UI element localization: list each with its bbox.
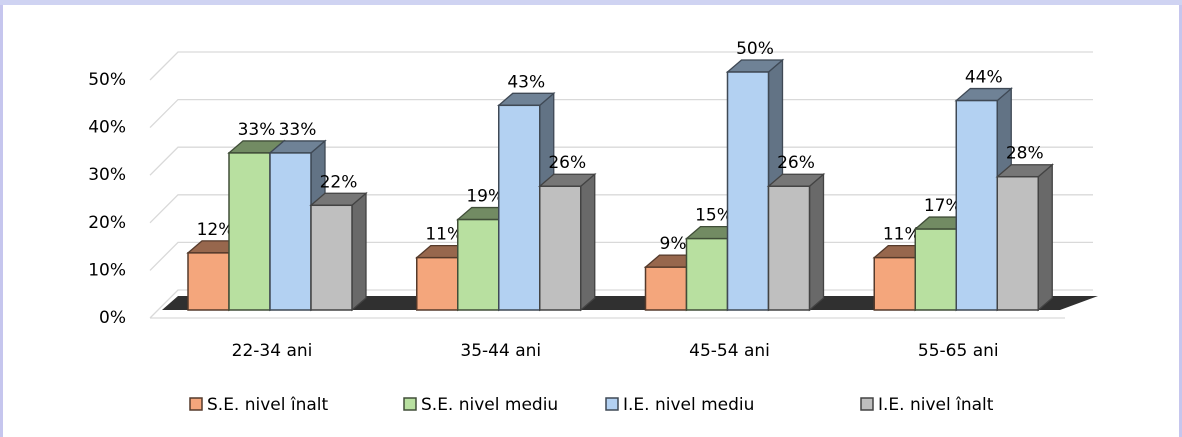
- value-label: 26%: [777, 153, 815, 173]
- bar-front: [539, 185, 582, 311]
- legend-swatch: [189, 397, 203, 411]
- legend-label: I.E. nivel înalt: [878, 395, 994, 415]
- legend-swatch: [403, 397, 417, 411]
- value-label: 11%: [883, 225, 921, 245]
- bar-front: [498, 104, 541, 311]
- x-tick-label: 45-54 ani: [689, 341, 770, 361]
- bar: [766, 172, 826, 312]
- value-label: 12%: [197, 220, 235, 240]
- bar: [309, 191, 368, 312]
- y-tick-label: 40%: [88, 118, 126, 138]
- y-tick-label: 20%: [88, 213, 126, 233]
- grid-line: [149, 98, 1093, 129]
- bar: [537, 172, 597, 312]
- bar: [995, 163, 1055, 312]
- y-tick-label: 0%: [99, 308, 126, 328]
- x-tick-label: 55-65 ani: [918, 341, 999, 361]
- bar-front: [457, 218, 500, 311]
- bar-side: [580, 172, 596, 312]
- bar-front: [955, 99, 998, 311]
- legend-label: S.E. nivel înalt: [207, 395, 329, 415]
- bar-front: [269, 152, 312, 311]
- value-label: 33%: [279, 120, 317, 140]
- bar-front: [726, 71, 770, 311]
- bar-front: [873, 256, 916, 311]
- y-tick-label: 50%: [88, 70, 126, 90]
- x-tick-label: 22-34 ani: [232, 341, 313, 361]
- legend-label: I.E. nivel mediu: [623, 395, 754, 415]
- grid-line: [149, 146, 1093, 176]
- legend-swatch: [605, 397, 619, 411]
- bar-front: [767, 185, 811, 311]
- bar-front: [187, 252, 230, 311]
- value-label: 33%: [238, 120, 276, 140]
- legend-label: S.E. nivel mediu: [421, 395, 558, 415]
- frame-top: [0, 0, 1182, 5]
- bar-front: [228, 152, 271, 311]
- value-label: 26%: [548, 153, 586, 173]
- y-tick-label: 30%: [88, 165, 126, 185]
- bar-front: [644, 266, 688, 311]
- value-label: 9%: [660, 234, 687, 254]
- floor: [162, 296, 1098, 310]
- value-label: 11%: [425, 225, 463, 245]
- value-label: 17%: [924, 196, 962, 216]
- value-label: 50%: [736, 39, 774, 59]
- y-tick-label: 10%: [88, 260, 126, 280]
- bar-front: [914, 228, 957, 311]
- value-label: 43%: [507, 72, 545, 92]
- bar-side: [808, 172, 825, 312]
- value-label: 28%: [1006, 144, 1044, 164]
- bar-front: [416, 256, 459, 311]
- x-tick-label: 35-44 ani: [460, 341, 541, 361]
- value-label: 44%: [965, 68, 1003, 88]
- value-label: 15%: [695, 206, 733, 226]
- bar-side: [351, 191, 367, 312]
- value-label: 19%: [466, 187, 504, 207]
- bar-front: [685, 237, 729, 311]
- bar-front: [996, 175, 1039, 311]
- bar-front: [310, 204, 353, 311]
- bar-side: [1037, 163, 1053, 312]
- grid-line: [149, 51, 1093, 81]
- legend-swatch: [860, 397, 874, 411]
- value-label: 22%: [320, 172, 358, 192]
